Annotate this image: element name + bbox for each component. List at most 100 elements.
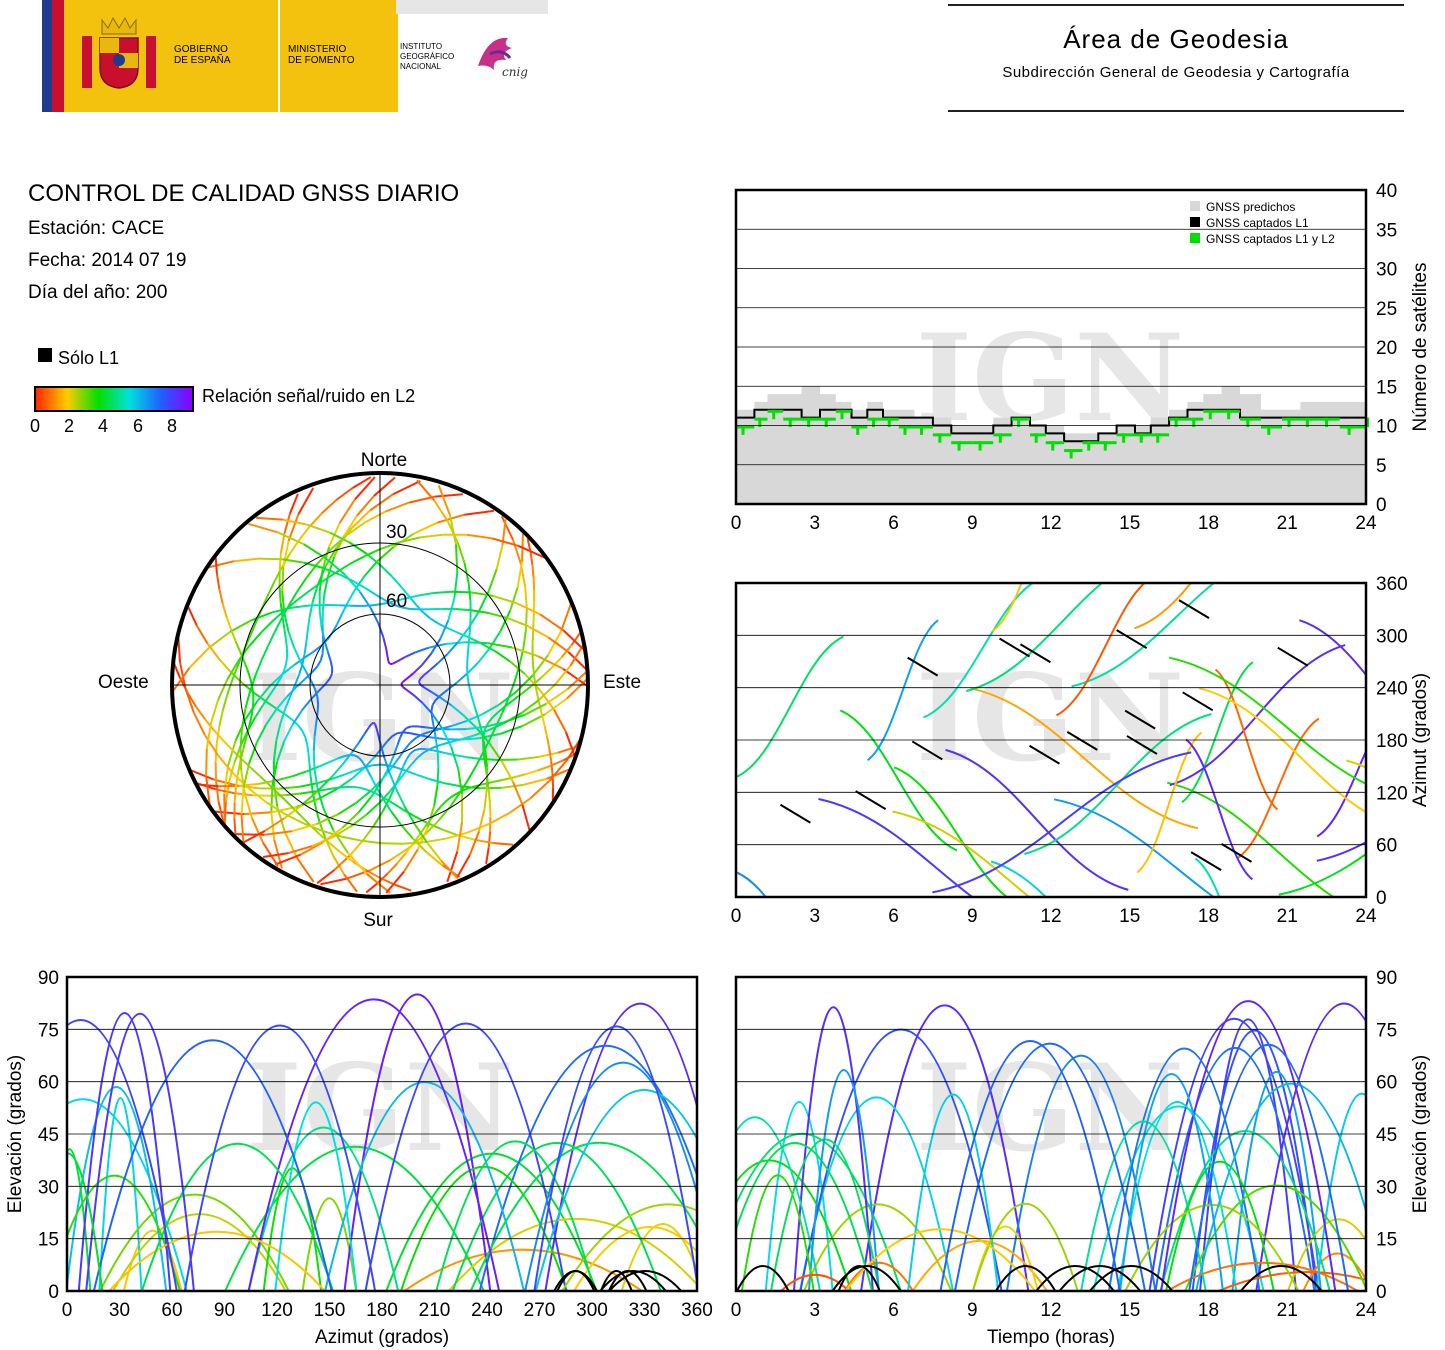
elevation-time-track: [1302, 1252, 1366, 1291]
sky-track-segment: [324, 678, 331, 685]
x-tick-label: 240: [471, 1300, 503, 1321]
sky-track-segment: [548, 748, 553, 762]
sky-track-segment: [261, 695, 271, 707]
sky-track-segment: [416, 773, 430, 780]
l1-only-segment: [1190, 851, 1222, 871]
azimuth-track: [1278, 852, 1366, 896]
sky-track-segment: [343, 873, 358, 893]
sky-track-segment: [318, 569, 324, 592]
sky-track-segment: [365, 872, 391, 894]
sky-track-segment: [468, 685, 473, 696]
sky-track-segment: [409, 736, 417, 744]
sky-track-segment: [441, 799, 449, 806]
x-tick-label: 330: [629, 1300, 661, 1321]
sky-track-segment: [562, 629, 586, 652]
sky-track-segment: [365, 802, 381, 816]
sky-track-segment: [487, 642, 513, 649]
series-l1l2-mark: [736, 425, 755, 429]
sky-track-segment: [315, 713, 319, 724]
elevation-track: [122, 1229, 183, 1291]
sky-track-segment: [241, 759, 253, 770]
sky-track-segment: [239, 727, 244, 749]
sky-track-segment: [529, 551, 534, 566]
sky-track-segment: [457, 768, 464, 795]
sky-track-segment: [392, 480, 421, 496]
sky-track-segment: [491, 537, 519, 547]
x-tick-label: 9: [967, 1300, 978, 1321]
sky-track-segment: [274, 678, 282, 688]
sky-track-segment: [234, 773, 239, 788]
sky-track-segment: [305, 631, 309, 644]
l1-only-segment: [907, 656, 939, 677]
sky-track-segment: [549, 759, 564, 767]
sky-track-segment: [439, 619, 450, 640]
sky-track-segment: [275, 696, 288, 710]
sky-track-segment: [544, 697, 568, 716]
series-l1l2-dip: [1192, 417, 1196, 428]
sky-track-segment: [522, 629, 527, 650]
sky-track-segment: [205, 748, 208, 776]
sky-track-segment: [323, 640, 329, 653]
sky-track-segment: [326, 556, 336, 577]
azimuth-track: [1236, 717, 1320, 860]
elevation-time-track: [1195, 1082, 1366, 1291]
sky-track-segment: [291, 770, 307, 778]
sky-track-segment: [396, 736, 402, 746]
x-tick-label: 30: [109, 1300, 130, 1321]
sky-track-segment: [500, 783, 524, 789]
sky-track-segment: [386, 735, 394, 742]
series-l1l2-dip: [938, 433, 942, 443]
sky-track-segment: [358, 757, 364, 764]
sky-track-segment: [238, 783, 259, 787]
sky-track-segment: [481, 704, 500, 716]
sky-track-segment: [409, 732, 419, 736]
sky-track-segment: [297, 724, 304, 732]
azimuth-tracks: [736, 583, 1366, 897]
x-tick-label: 0: [62, 1300, 73, 1321]
sky-track-segment: [233, 557, 260, 563]
elevation-time-track: [1255, 1002, 1366, 1291]
sky-track-segment: [283, 513, 291, 534]
sky-track-segment: [327, 652, 332, 662]
sky-track-segment: [493, 842, 514, 846]
sky-track-segment: [383, 757, 391, 773]
sky-track-segment: [372, 810, 384, 827]
sky-track-segment: [392, 744, 399, 756]
sky-track-segment: [325, 557, 346, 576]
sky-track-segment: [312, 750, 316, 769]
sky-track-segment: [362, 761, 368, 770]
x-tick-label: 3: [809, 513, 820, 534]
sky-track-segment: [376, 872, 389, 884]
sky-track-segment: [354, 476, 376, 501]
sky-track-segment: [283, 612, 290, 632]
sky-track-segment: [406, 725, 412, 729]
sky-track-segment: [281, 664, 295, 675]
sky-track-segment: [225, 616, 233, 631]
sky-track-segment: [433, 499, 449, 523]
sky-track-segment: [233, 818, 237, 835]
series-l1l2-mark: [1339, 425, 1366, 429]
sky-track-segment: [466, 823, 490, 834]
sky-track-segment: [275, 723, 282, 741]
sky-track-segment: [431, 744, 441, 750]
l1-only-segment: [779, 803, 811, 824]
x-tick-label: 6: [888, 906, 899, 927]
sky-track-segment: [272, 740, 278, 761]
x-tick-label: 15: [1119, 906, 1140, 927]
l1-only-track: [736, 1265, 790, 1291]
sky-track-segment: [515, 674, 534, 693]
sky-track-segment: [402, 731, 410, 735]
sky-track-segment: [188, 646, 210, 669]
sky-track-segment: [223, 801, 227, 824]
azimuth-track: [1316, 748, 1366, 838]
l1-only-segment: [1019, 643, 1051, 664]
series-l1l2-dip: [887, 417, 891, 428]
l1-only-track: [1240, 1265, 1323, 1291]
elevation-track: [67, 1019, 178, 1291]
sky-track-segment: [394, 787, 406, 807]
sky-track-segment: [388, 772, 397, 789]
y-tick-label: 10: [1376, 417, 1397, 438]
sky-track-segment: [313, 768, 319, 788]
sky-track-segment: [499, 725, 523, 735]
